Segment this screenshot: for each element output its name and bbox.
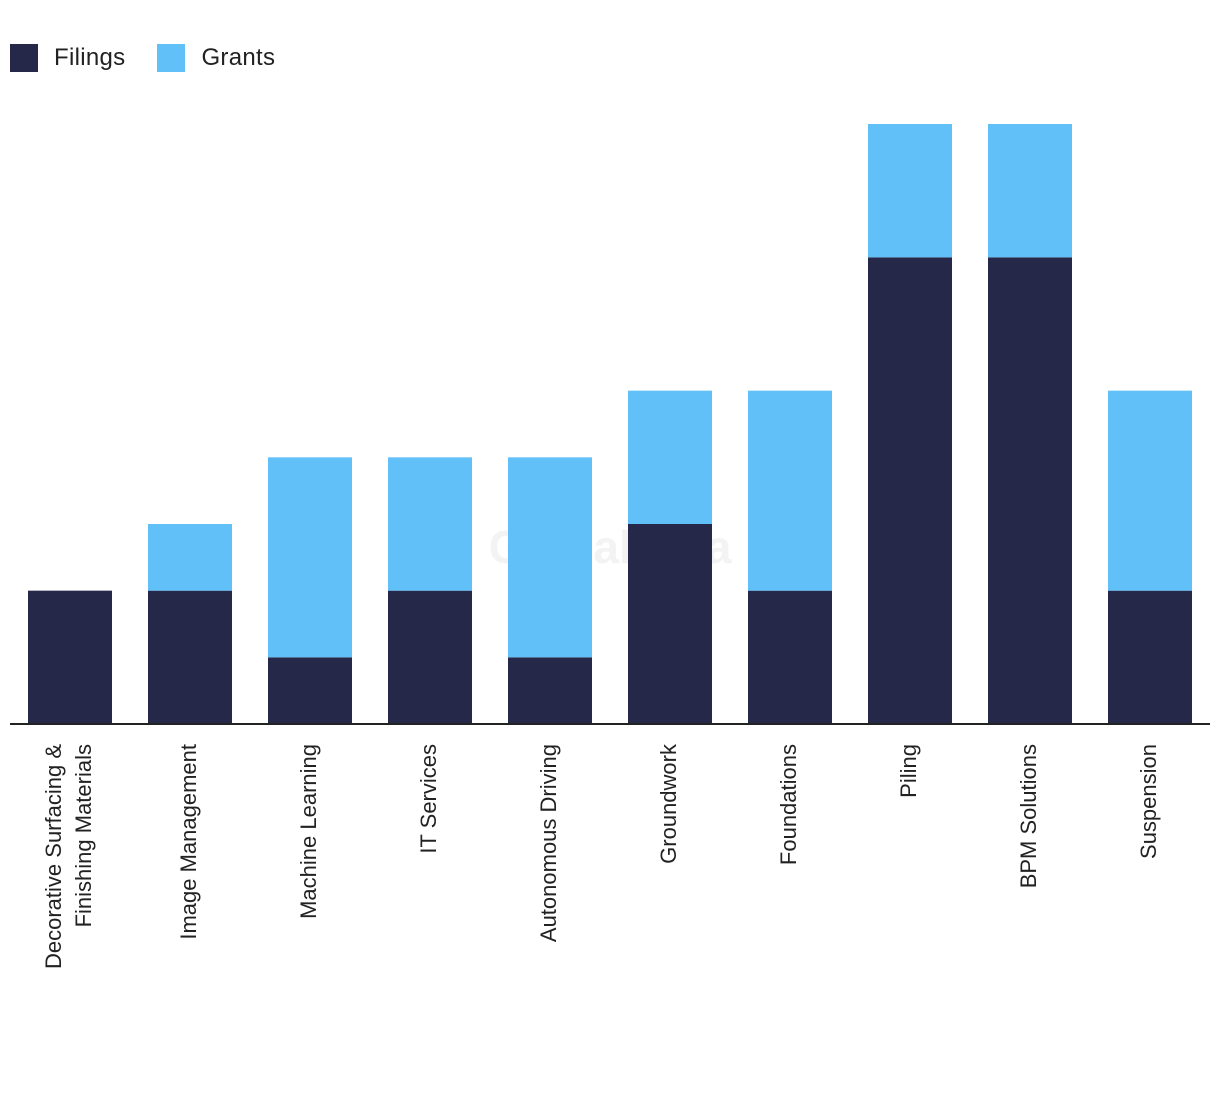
x-tick-label-6: Foundations [776,744,801,865]
x-tick-label-8: BPM Solutions [1016,744,1041,888]
bar-grants-3[interactable] [388,457,472,591]
legend-item-filings[interactable]: Filings [10,44,125,72]
legend-label-grants: Grants [201,44,276,71]
bar-grants-8[interactable] [988,124,1072,258]
x-tick-label-1: Image Management [176,744,201,940]
x-tick-label-4: Autonomous Driving [536,744,561,942]
bar-grants-4[interactable] [508,457,592,658]
x-tick-label-9: Suspension [1136,744,1161,859]
legend-swatch-grants [157,44,186,72]
x-tick-label-3: IT Services [416,744,441,854]
x-tick-labels: Decorative Surfacing & Finishing Material… [41,743,1161,969]
bar-filings-1[interactable] [148,590,232,724]
bar-grants-2[interactable] [268,457,352,658]
x-tick-label-0-line-1: Finishing Materials [71,744,96,927]
bar-grants-9[interactable] [1108,390,1192,591]
legend-swatch-filings [10,44,38,72]
bar-grants-5[interactable] [628,390,712,524]
bar-filings-8[interactable] [988,257,1072,724]
bar-filings-7[interactable] [868,257,952,724]
bar-grants-6[interactable] [748,390,832,591]
x-tick-label-5: Groundwork [656,743,681,864]
bar-filings-4[interactable] [508,657,592,724]
bar-filings-6[interactable] [748,590,832,724]
legend-item-grants[interactable]: Grants [157,44,275,72]
bar-filings-0[interactable] [28,590,112,724]
x-tick-label-0-line-0: Decorative Surfacing & [41,744,66,969]
bar-filings-3[interactable] [388,590,472,724]
legend: Filings Grants [10,44,307,72]
x-tick-label-7: Piling [896,744,921,798]
bar-filings-9[interactable] [1108,590,1192,724]
bars-group [28,124,1192,724]
legend-label-filings: Filings [54,44,126,71]
bar-filings-2[interactable] [268,657,352,724]
x-tick-label-2: Machine Learning [296,744,321,919]
bar-grants-1[interactable] [148,524,232,591]
bar-grants-7[interactable] [868,124,952,258]
bar-filings-5[interactable] [628,524,712,724]
